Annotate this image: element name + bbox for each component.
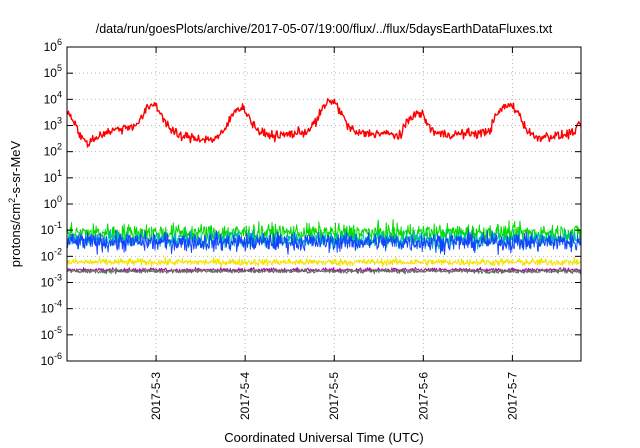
y-tick-label: 103 <box>44 116 62 133</box>
y-tick-label: 10-6 <box>41 351 62 368</box>
y-tick-label: 10-5 <box>41 325 62 342</box>
grid <box>67 47 581 361</box>
series-line <box>66 256 582 268</box>
chart-title: /data/run/goesPlots/archive/2017-05-07/1… <box>96 22 553 36</box>
x-tick-label: 2017-5-5 <box>327 372 341 420</box>
y-tick-label: 10-2 <box>41 246 62 263</box>
x-axis-title: Coordinated Universal Time (UTC) <box>224 430 423 445</box>
x-tick-label: 2017-5-3 <box>149 372 163 420</box>
series-line <box>66 228 582 256</box>
y-tick-label: 10-3 <box>41 273 62 290</box>
y-tick-label: 10-4 <box>41 299 62 316</box>
x-tick-label: 2017-5-4 <box>238 372 252 420</box>
y-axis-title: protons/cm2-s-sr-MeV <box>7 140 23 267</box>
series-group <box>66 97 582 275</box>
x-tick-label: 2017-5-6 <box>416 372 430 420</box>
y-tick-label: 104 <box>44 89 62 106</box>
series-line <box>66 267 582 275</box>
y-tick-label: 102 <box>44 142 62 159</box>
y-tick-label: 101 <box>44 168 62 185</box>
y-tick-label: 100 <box>44 194 62 211</box>
y-tick-label: 106 <box>44 37 62 54</box>
series-line <box>66 97 582 148</box>
y-tick-label: 105 <box>44 63 62 80</box>
x-tick-label: 2017-5-7 <box>505 372 519 420</box>
y-tick-label: 10-1 <box>41 220 62 237</box>
